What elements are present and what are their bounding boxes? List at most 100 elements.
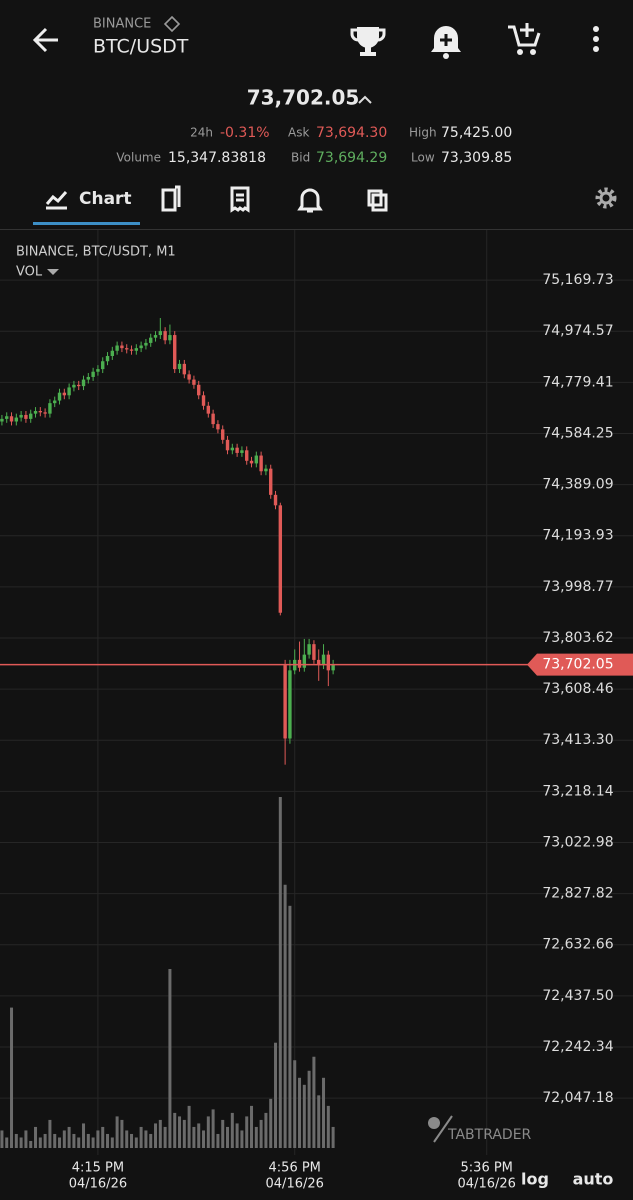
volume-bar: [216, 1133, 220, 1148]
candle-body: [221, 429, 225, 440]
candle-body: [134, 348, 139, 351]
x-tick-label: 5:36 PM: [461, 1161, 513, 1176]
candle-body: [201, 395, 206, 406]
candle-body: [24, 414, 28, 419]
watermark: TABTRADER: [447, 1127, 532, 1143]
menu-icon[interactable]: [593, 26, 599, 52]
volume-bar: [101, 1126, 105, 1148]
volume-bar: [307, 1070, 311, 1148]
volume-bar: [254, 1126, 258, 1148]
y-tick-label: 72,437.50: [542, 988, 613, 1004]
settings-button[interactable]: [595, 187, 617, 209]
volume: 15,347.83818: [168, 150, 266, 166]
volume-bar: [130, 1133, 134, 1148]
volume-bar: [72, 1133, 76, 1148]
volume-bar: [192, 1126, 196, 1148]
chart-tab[interactable]: Chart: [45, 189, 132, 210]
alerts-tab[interactable]: [297, 188, 323, 213]
volume-bar: [197, 1123, 201, 1148]
volume-bar: [134, 1137, 138, 1148]
volume-bar: [24, 1130, 28, 1148]
alert-add-icon[interactable]: [431, 26, 461, 59]
y-tick-label: 74,193.93: [542, 528, 613, 544]
candle-body: [139, 345, 143, 349]
candle-body: [43, 412, 47, 414]
trophy-icon[interactable]: [350, 27, 386, 56]
candle-body: [254, 455, 259, 464]
volume-bar: [182, 1119, 186, 1148]
volume-bar: [274, 1042, 278, 1148]
candle-body: [144, 342, 148, 346]
y-tick-label: 72,632.66: [542, 937, 613, 953]
y-tick-label: 73,413.30: [542, 732, 613, 748]
plot: [0, 230, 633, 1155]
volume-bar: [43, 1133, 47, 1148]
volume-bar: [259, 1119, 263, 1148]
candle-body: [321, 654, 326, 666]
volume-bar: [317, 1095, 321, 1148]
candle-body: [57, 392, 62, 401]
x-tick-label: 4:56 PM: [269, 1161, 321, 1176]
candle-body: [19, 414, 23, 418]
candle-body: [101, 361, 105, 370]
volume-bar: [173, 1112, 177, 1148]
orderbook-tab[interactable]: [161, 185, 181, 212]
candle-body: [115, 345, 119, 351]
candle-body: [245, 450, 249, 461]
x-tick-label: 4:15 PM: [72, 1161, 124, 1176]
y-tick-label: 73,998.77: [542, 579, 613, 595]
candle-body: [216, 424, 220, 430]
volume-bar: [29, 1140, 33, 1148]
volume-bar: [235, 1123, 239, 1148]
last-price: 73,702.05: [247, 86, 360, 110]
auto-toggle[interactable]: auto: [573, 1170, 614, 1189]
orders-tab[interactable]: [230, 186, 250, 213]
candle-body: [14, 417, 19, 422]
x-tick-date: 04/16/26: [458, 1177, 516, 1192]
candle-body: [273, 494, 278, 506]
candle-body: [38, 411, 43, 413]
volume-indicator[interactable]: VOL: [16, 265, 43, 280]
candle-body: [62, 392, 67, 396]
log-toggle[interactable]: log: [521, 1170, 549, 1189]
candle-body: [187, 374, 191, 380]
pair[interactable]: BTC/USDT: [93, 36, 189, 58]
candle-body: [9, 416, 14, 422]
volume-label: Volume: [116, 151, 161, 165]
candle-body: [0, 418, 4, 422]
back-button[interactable]: [32, 27, 58, 53]
volume-bar: [38, 1137, 42, 1148]
ask-label: Ask: [288, 126, 309, 140]
candle-body: [297, 659, 302, 668]
cart-add-icon[interactable]: [508, 23, 541, 55]
candle-body: [302, 654, 307, 668]
candle-body: [269, 468, 273, 495]
candle-body: [249, 460, 254, 464]
volume-bar: [67, 1126, 71, 1148]
candle-body: [173, 335, 177, 370]
high: 75,425.00: [441, 125, 512, 141]
volume-bar: [96, 1130, 100, 1148]
candle-body: [110, 350, 115, 357]
volume-bar: [149, 1133, 153, 1148]
volume-bar: [322, 1077, 326, 1148]
candle-body: [307, 644, 311, 655]
volume-bar: [77, 1137, 81, 1148]
notes-tab[interactable]: [367, 189, 388, 212]
volume-bar: [221, 1119, 225, 1148]
volume-bar: [48, 1119, 52, 1148]
candle-body: [288, 670, 292, 739]
candle-body: [264, 468, 268, 472]
ask: 73,694.30: [316, 125, 387, 141]
volume-bar: [144, 1130, 148, 1148]
candle-body: [163, 331, 167, 341]
indicator-caret[interactable]: [47, 269, 59, 275]
candle-body: [235, 447, 239, 453]
volume-bar: [62, 1130, 66, 1148]
expand-caret[interactable]: [358, 95, 372, 104]
candle-body: [48, 403, 52, 414]
volume-bar: [5, 1137, 9, 1148]
volume-bar: [139, 1126, 143, 1148]
